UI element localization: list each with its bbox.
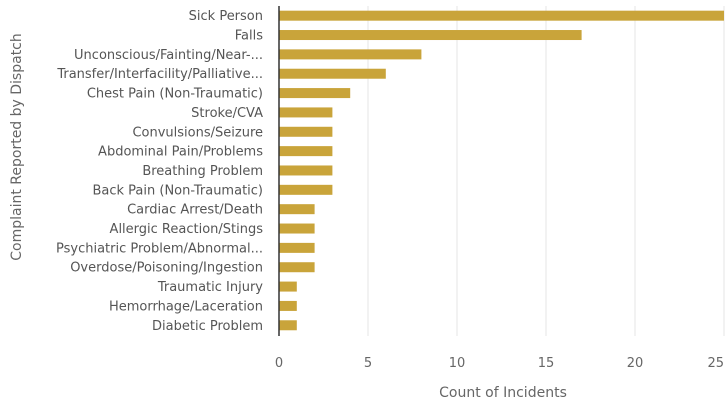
category-label: Transfer/Interfacility/Palliative...: [56, 67, 263, 82]
grid-lines: [367, 6, 725, 336]
category-label: Chest Pain (Non-Traumatic): [87, 87, 263, 102]
bar[interactable]: [279, 242, 315, 253]
bar[interactable]: [279, 10, 724, 21]
x-tick-label: 15: [538, 356, 555, 371]
category-label: Overdose/Poisoning/Ingestion: [70, 261, 263, 276]
bar[interactable]: [279, 107, 333, 118]
category-label: Falls: [235, 29, 263, 44]
category-label: Unconscious/Fainting/Near-...: [74, 48, 263, 63]
bar[interactable]: [279, 126, 333, 137]
bar[interactable]: [279, 223, 315, 234]
category-labels: Sick Person Falls Unconscious/Fainting/Nea…: [56, 9, 263, 334]
bar[interactable]: [279, 30, 582, 41]
bar[interactable]: [279, 262, 315, 273]
category-label: Diabetic Problem: [152, 319, 263, 334]
category-label: Sick Person: [189, 9, 263, 24]
bar[interactable]: [279, 300, 297, 311]
x-tick-label: 20: [627, 356, 644, 371]
category-label: Allergic Reaction/Stings: [110, 222, 264, 237]
bar[interactable]: [279, 281, 297, 292]
category-label: Convulsions/Seizure: [132, 125, 263, 140]
x-tick-label: 0: [275, 356, 283, 371]
x-tick-label: 10: [449, 356, 466, 371]
bar[interactable]: [279, 88, 351, 99]
x-axis-title: Count of Incidents: [439, 385, 567, 400]
category-label: Traumatic Injury: [157, 280, 263, 295]
bar[interactable]: [279, 184, 333, 195]
bar[interactable]: [279, 320, 297, 331]
x-tick-label: 5: [364, 356, 372, 371]
bar[interactable]: [279, 68, 386, 79]
category-label: Hemorrhage/Laceration: [109, 299, 263, 314]
category-label: Stroke/CVA: [191, 106, 263, 121]
category-label: Breathing Problem: [142, 164, 263, 179]
bar[interactable]: [279, 204, 315, 215]
category-label: Abdominal Pain/Problems: [98, 145, 263, 160]
x-tick-label: 25: [707, 356, 724, 371]
category-label: Back Pain (Non-Traumatic): [92, 183, 263, 198]
y-axis-title: Complaint Reported by Dispatch: [9, 33, 25, 261]
bar[interactable]: [279, 49, 422, 60]
bar[interactable]: [279, 165, 333, 176]
category-label: Psychiatric Problem/Abnormal...: [56, 241, 263, 256]
bars: [279, 10, 724, 331]
category-label: Cardiac Arrest/Death: [127, 203, 263, 218]
x-tick-labels: 0 5 10 15 20 25: [275, 356, 724, 371]
bar[interactable]: [279, 146, 333, 157]
